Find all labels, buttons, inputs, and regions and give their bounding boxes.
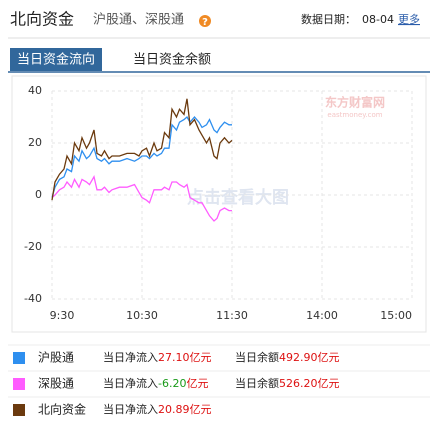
watermark: 东方财富网	[325, 95, 385, 110]
tab[interactable]: 当日资金流向	[17, 52, 95, 68]
balance-unit: 亿元	[318, 377, 340, 390]
balance-label: 当日余额	[235, 350, 279, 364]
series-line	[51, 98, 233, 201]
net-label: 当日净流入	[103, 376, 158, 390]
y-tick-label: 0	[35, 188, 42, 201]
x-tick-label: 15:00	[380, 309, 412, 322]
legend-swatch	[13, 404, 25, 416]
legend-name: 深股通	[38, 377, 74, 391]
balance-unit: 亿元	[318, 351, 340, 364]
y-tick-label: 40	[28, 84, 42, 97]
date-label: 数据日期：	[301, 12, 356, 26]
y-tick-label: 20	[28, 136, 42, 149]
y-tick-label: -40	[24, 292, 42, 305]
net-label: 当日净流入	[103, 350, 158, 364]
balance-label: 当日余额	[235, 376, 279, 390]
net-value: 27.10	[158, 351, 190, 364]
overlay-text[interactable]: 点击查看大图	[187, 187, 289, 208]
x-tick-label: 10:30	[126, 309, 158, 322]
help-mark[interactable]: ?	[202, 17, 208, 28]
watermark-sub: eastmoney.com	[327, 111, 382, 119]
balance-value: 526.20	[279, 377, 318, 390]
net-inflow: 当日净流入-6.20亿元	[103, 376, 208, 390]
legend-swatch	[13, 352, 25, 364]
x-tick-label: 14:00	[306, 309, 338, 322]
series-line	[51, 175, 232, 222]
net-label: 当日净流入	[103, 402, 158, 416]
net-value: -6.20	[158, 377, 186, 390]
legend-name: 沪股通	[38, 351, 74, 365]
more-link[interactable]: 更多	[398, 12, 420, 26]
tab-active-bg	[10, 48, 102, 71]
subtitle: 沪股通、深股通	[93, 12, 184, 28]
balance-value: 492.90	[279, 351, 318, 364]
legend-name: 北向资金	[38, 402, 86, 417]
legend-swatch	[13, 378, 25, 390]
net-inflow: 当日净流入27.10亿元	[103, 350, 212, 364]
x-tick-label: 9:30	[50, 309, 75, 322]
x-tick-label: 11:30	[216, 309, 248, 322]
net-unit: 亿元	[186, 377, 208, 390]
net-inflow: 当日净流入20.89亿元	[103, 402, 212, 416]
chart-frame	[11, 75, 427, 333]
net-value: 20.89	[158, 403, 190, 416]
y-tick-label: -20	[24, 240, 42, 253]
series-line	[51, 115, 232, 198]
title: 北向资金	[10, 10, 74, 29]
net-unit: 亿元	[190, 351, 212, 364]
balance: 当日余额492.90亿元	[235, 350, 340, 364]
balance: 当日余额526.20亿元	[235, 376, 340, 390]
tab[interactable]: 当日资金余额	[133, 52, 211, 68]
help-icon[interactable]	[199, 15, 211, 27]
net-unit: 亿元	[190, 403, 212, 416]
tabs: 当日资金流向 当日资金余额	[10, 48, 211, 71]
date: 08-04	[362, 13, 394, 26]
